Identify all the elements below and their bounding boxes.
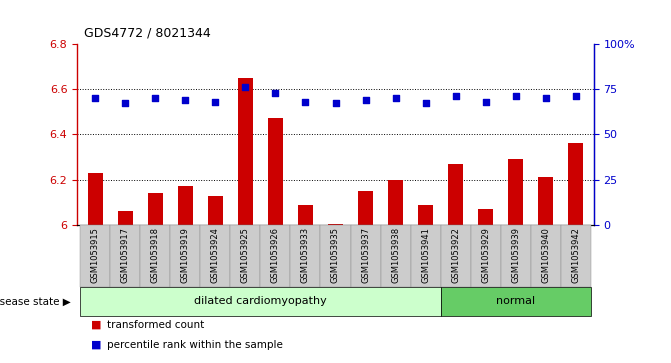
Text: dilated cardiomyopathy: dilated cardiomyopathy bbox=[194, 296, 327, 306]
Text: GSM1053941: GSM1053941 bbox=[421, 227, 430, 283]
Point bbox=[180, 97, 191, 103]
Text: GSM1053942: GSM1053942 bbox=[571, 227, 580, 283]
Point bbox=[90, 95, 101, 101]
Text: GSM1053933: GSM1053933 bbox=[301, 227, 310, 283]
Text: GSM1053935: GSM1053935 bbox=[331, 227, 340, 283]
Text: GSM1053940: GSM1053940 bbox=[541, 227, 550, 283]
Bar bbox=[478, 209, 493, 225]
Text: disease state ▶: disease state ▶ bbox=[0, 296, 70, 306]
Bar bbox=[88, 173, 103, 225]
Point bbox=[420, 101, 431, 106]
Text: GSM1053917: GSM1053917 bbox=[121, 227, 130, 283]
Bar bbox=[238, 78, 253, 225]
Point bbox=[391, 95, 401, 101]
Text: normal: normal bbox=[496, 296, 535, 306]
Text: GSM1053937: GSM1053937 bbox=[361, 227, 370, 283]
Point bbox=[120, 101, 131, 106]
Point bbox=[540, 95, 551, 101]
Bar bbox=[298, 205, 313, 225]
Text: GSM1053922: GSM1053922 bbox=[451, 227, 460, 283]
Bar bbox=[568, 143, 583, 225]
Bar bbox=[448, 164, 463, 225]
Point bbox=[210, 99, 221, 105]
Bar bbox=[538, 178, 554, 225]
Text: GSM1053924: GSM1053924 bbox=[211, 227, 220, 283]
Text: percentile rank within the sample: percentile rank within the sample bbox=[107, 340, 283, 350]
Point bbox=[330, 101, 341, 106]
Text: GSM1053929: GSM1053929 bbox=[481, 227, 491, 283]
Point bbox=[360, 97, 371, 103]
Bar bbox=[117, 211, 133, 225]
Text: GSM1053919: GSM1053919 bbox=[180, 227, 190, 283]
Bar bbox=[268, 118, 283, 225]
Point bbox=[570, 93, 581, 99]
Point bbox=[480, 99, 491, 105]
Text: GSM1053938: GSM1053938 bbox=[391, 227, 400, 283]
Bar bbox=[328, 224, 343, 225]
Bar bbox=[148, 193, 163, 225]
Bar bbox=[178, 187, 193, 225]
Point bbox=[240, 84, 251, 90]
Text: GSM1053925: GSM1053925 bbox=[241, 227, 250, 283]
Bar bbox=[508, 159, 523, 225]
Point bbox=[270, 90, 280, 95]
Point bbox=[150, 95, 160, 101]
Text: transformed count: transformed count bbox=[107, 320, 205, 330]
Point bbox=[300, 99, 311, 105]
Bar bbox=[358, 191, 373, 225]
Text: GSM1053915: GSM1053915 bbox=[91, 227, 100, 283]
Bar bbox=[418, 205, 433, 225]
Text: GSM1053926: GSM1053926 bbox=[271, 227, 280, 283]
Text: GDS4772 / 8021344: GDS4772 / 8021344 bbox=[84, 27, 211, 40]
Point bbox=[511, 93, 521, 99]
Bar bbox=[208, 196, 223, 225]
Point bbox=[450, 93, 461, 99]
Text: GSM1053939: GSM1053939 bbox=[511, 227, 520, 283]
Text: GSM1053918: GSM1053918 bbox=[151, 227, 160, 283]
Text: ■: ■ bbox=[91, 340, 101, 350]
Text: ■: ■ bbox=[91, 320, 101, 330]
Bar bbox=[388, 180, 403, 225]
